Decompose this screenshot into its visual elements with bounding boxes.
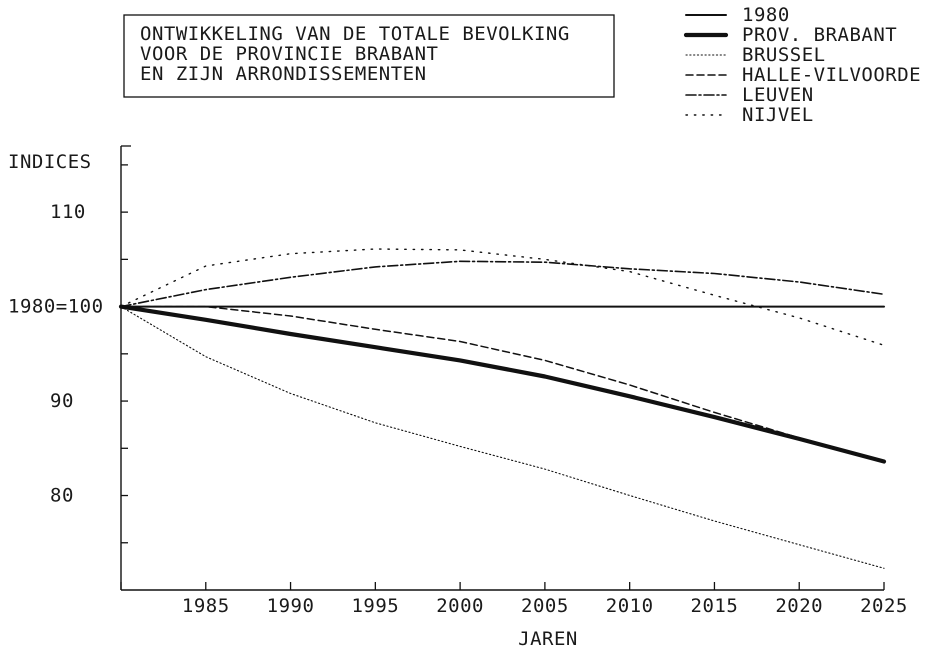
x-tick-label: 2005 [521,595,569,617]
legend-item: BRUSSEL [685,44,826,66]
x-tick-label: 2015 [691,595,739,617]
series-line [120,305,885,463]
x-tick-label: 2025 [860,595,908,617]
legend-label: 1980 [742,4,790,26]
y-tick-label: 80 [50,485,74,507]
legend-label: PROV. BRABANT [742,24,897,46]
legend-item: LEUVEN [685,84,814,106]
y-tick-label: 110 [50,201,86,223]
series-line [120,306,885,569]
x-tick-label: 2010 [606,595,654,617]
series-line [120,260,885,308]
x-tick-label: 2020 [775,595,823,617]
series-lines [118,248,887,569]
axes: 110 1980=100 90 80 1985 1990 1995 2000 2005 2010 2… [8,145,908,617]
x-tick-label: 1995 [351,595,399,617]
x-tick-label: 1990 [267,595,315,617]
series-line [118,304,887,464]
title-line: EN ZIJN ARRONDISSEMENTEN [140,63,427,85]
title-line: ONTWIKKELING VAN DE TOTALE BEVOLKING [140,23,570,45]
legend-label: HALLE-VILVOORDE [742,64,921,86]
title-line: VOOR DE PROVINCIE BRABANT [140,43,438,65]
legend-label: LEUVEN [742,84,814,106]
x-tick-label: 2000 [436,595,484,617]
y-tick-label: 1980=100 [8,296,104,318]
y-axis-label: INDICES [8,151,92,173]
legend-item: PROV. BRABANT [683,24,897,46]
legend-item: HALLE-VILVOORDE [685,64,921,86]
legend-label: NIJVEL [742,104,814,126]
x-axis-label: JAREN [518,628,578,650]
title-box [123,14,615,98]
y-tick-label: 90 [50,390,74,412]
legend-label: BRUSSEL [742,44,826,66]
legend-item: NIJVEL [685,104,814,126]
legend-item: 1980 [685,4,790,26]
x-tick-label: 1985 [182,595,230,617]
series-line [120,248,885,346]
chart-title: ONTWIKKELING VAN DE TOTALE BEVOLKINGVOOR… [123,14,615,98]
